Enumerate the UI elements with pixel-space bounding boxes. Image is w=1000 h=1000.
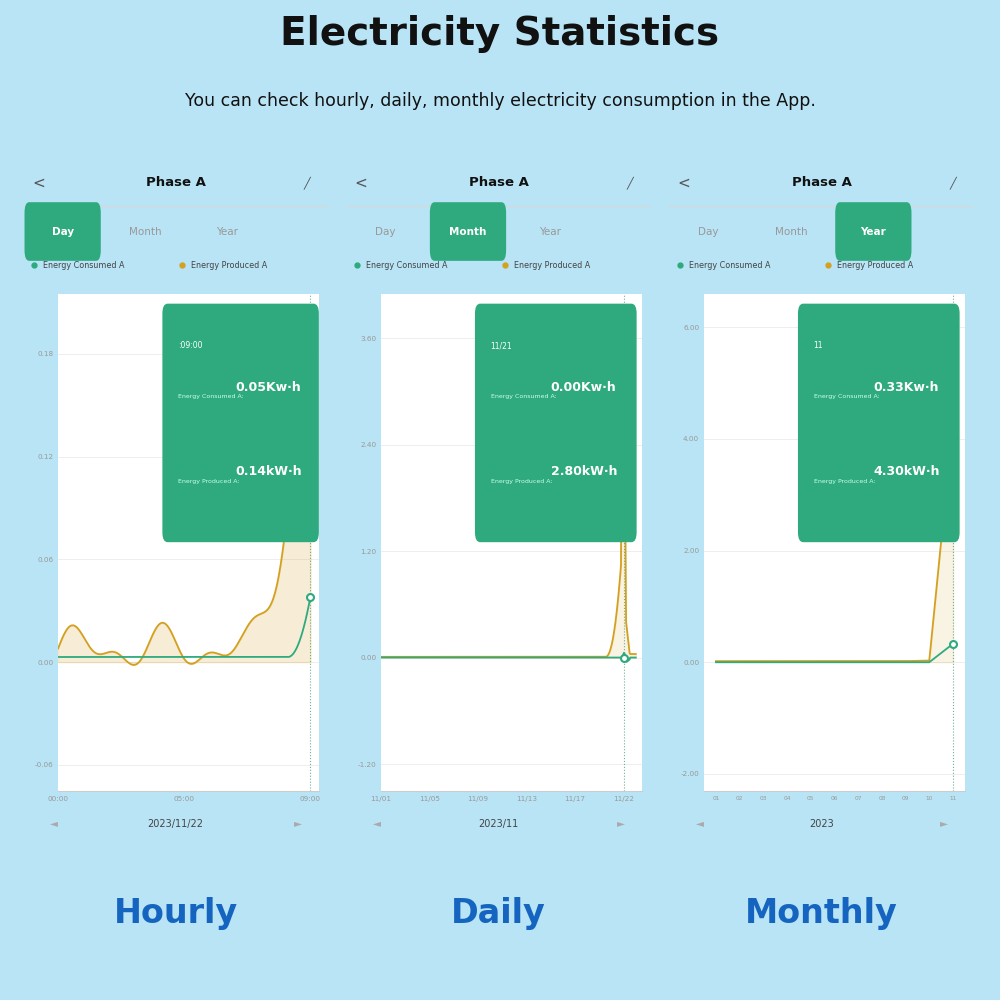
Text: Year: Year (216, 227, 238, 237)
Text: Energy Consumed A: Energy Consumed A (366, 261, 447, 270)
Text: ◄: ◄ (695, 819, 703, 829)
Text: 11: 11 (814, 341, 823, 350)
Text: ►: ► (940, 819, 948, 829)
FancyBboxPatch shape (430, 202, 506, 261)
Text: 0.14kW·h: 0.14kW·h (235, 465, 302, 478)
Text: Energy Produced A:: Energy Produced A: (178, 479, 242, 484)
Text: Month: Month (449, 227, 487, 237)
Text: 2023/11/22: 2023/11/22 (148, 819, 204, 829)
Text: Energy Consumed A: Energy Consumed A (689, 261, 770, 270)
Text: Daily: Daily (451, 896, 546, 930)
Text: You can check hourly, daily, monthly electricity consumption in the App.: You can check hourly, daily, monthly ele… (185, 92, 815, 110)
FancyBboxPatch shape (162, 304, 319, 542)
Text: Energy Produced A: Energy Produced A (514, 261, 590, 270)
FancyBboxPatch shape (798, 304, 960, 542)
Text: Day: Day (698, 227, 719, 237)
Text: Month: Month (129, 227, 161, 237)
Text: Energy Consumed A:: Energy Consumed A: (178, 394, 246, 399)
Text: 2.80kW·h: 2.80kW·h (551, 465, 617, 478)
Text: ╱: ╱ (626, 176, 633, 189)
Text: Energy Consumed A:: Energy Consumed A: (491, 394, 558, 399)
Text: Monthly: Monthly (745, 896, 898, 930)
Text: ◄: ◄ (50, 819, 58, 829)
Text: ►: ► (616, 819, 624, 829)
Text: Phase A: Phase A (792, 176, 851, 189)
Text: <: < (32, 175, 45, 190)
Text: ◄: ◄ (372, 819, 380, 829)
Text: Energy Produced A: Energy Produced A (837, 261, 913, 270)
Text: 2023/11: 2023/11 (478, 819, 519, 829)
Text: Day: Day (52, 227, 74, 237)
Text: Hourly: Hourly (113, 896, 238, 930)
Text: Electricity Statistics: Electricity Statistics (280, 15, 720, 53)
Text: Energy Consumed A:: Energy Consumed A: (814, 394, 881, 399)
Text: ╱: ╱ (303, 176, 310, 189)
Text: Energy Produced A:: Energy Produced A: (814, 479, 877, 484)
Text: 4.30kW·h: 4.30kW·h (874, 465, 940, 478)
Text: Phase A: Phase A (469, 176, 528, 189)
Text: Energy Consumed A: Energy Consumed A (43, 261, 124, 270)
Text: Month: Month (775, 227, 807, 237)
Text: Energy Produced A:: Energy Produced A: (491, 479, 554, 484)
Text: Year: Year (539, 227, 561, 237)
FancyBboxPatch shape (25, 202, 101, 261)
Text: 0.33Kw·h: 0.33Kw·h (874, 381, 939, 394)
Text: 0.05Kw·h: 0.05Kw·h (235, 381, 301, 394)
Text: 0.00Kw·h: 0.00Kw·h (551, 381, 616, 394)
Text: <: < (678, 175, 691, 190)
Text: 2023: 2023 (809, 819, 834, 829)
Text: :09:00: :09:00 (178, 341, 203, 350)
Text: Day: Day (375, 227, 396, 237)
Text: Energy Produced A: Energy Produced A (191, 261, 267, 270)
Text: ►: ► (294, 819, 302, 829)
FancyBboxPatch shape (475, 304, 637, 542)
Text: <: < (355, 175, 368, 190)
Text: ╱: ╱ (949, 176, 956, 189)
FancyBboxPatch shape (835, 202, 911, 261)
Text: Phase A: Phase A (146, 176, 205, 189)
Text: Year: Year (860, 227, 886, 237)
Text: 11/21: 11/21 (491, 341, 512, 350)
